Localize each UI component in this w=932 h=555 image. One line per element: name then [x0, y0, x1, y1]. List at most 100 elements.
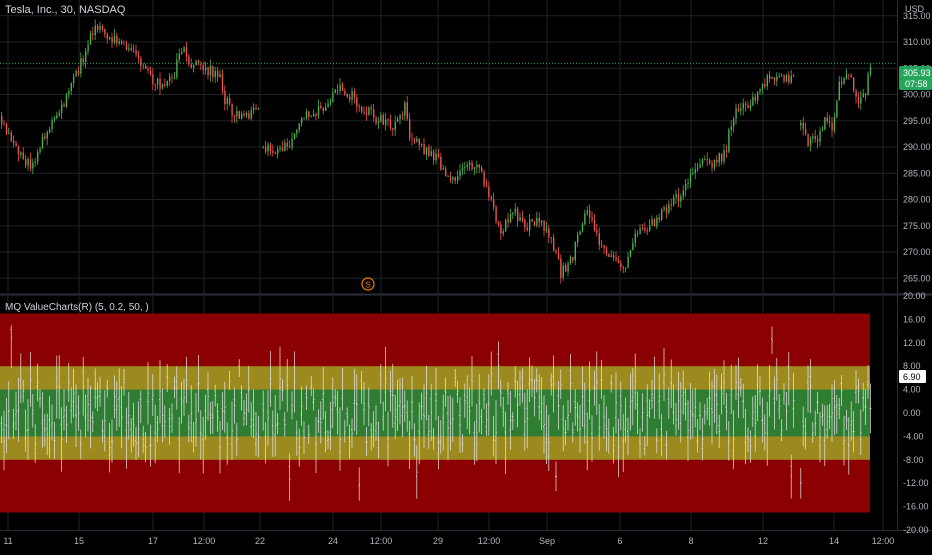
price-candle[interactable]: [759, 88, 761, 95]
value-bar[interactable]: [151, 374, 154, 417]
value-bar[interactable]: [567, 400, 569, 431]
value-bar[interactable]: [859, 409, 862, 455]
value-bar[interactable]: [691, 389, 694, 439]
value-bar[interactable]: [677, 371, 680, 430]
price-candle[interactable]: [447, 174, 449, 178]
value-bar[interactable]: [447, 395, 449, 461]
value-bar[interactable]: [658, 373, 661, 420]
price-candle[interactable]: [692, 167, 694, 176]
value-bar[interactable]: [699, 402, 701, 430]
value-bar[interactable]: [487, 374, 490, 436]
value-bar[interactable]: [89, 385, 92, 449]
value-bar[interactable]: [209, 401, 212, 435]
value-bar[interactable]: [831, 384, 833, 442]
value-bar[interactable]: [91, 411, 94, 433]
value-bar[interactable]: [785, 391, 788, 431]
value-bar[interactable]: [480, 409, 483, 435]
value-bar[interactable]: [816, 391, 819, 414]
price-candle[interactable]: [469, 160, 471, 172]
price-candle[interactable]: [77, 66, 80, 77]
value-bar[interactable]: [247, 365, 250, 413]
value-bar[interactable]: [811, 421, 814, 443]
value-bar[interactable]: [814, 410, 817, 437]
price-candle[interactable]: [579, 230, 581, 235]
value-bar[interactable]: [634, 353, 637, 410]
value-bar[interactable]: [547, 414, 550, 471]
price-candle[interactable]: [752, 92, 754, 107]
indicator-axis[interactable]: 20.00 16.00 12.00 8.00 4.00 0.00 -4.00 -8.00 -12…: [903, 291, 929, 535]
value-bar[interactable]: [291, 391, 293, 420]
price-candle[interactable]: [514, 203, 516, 217]
price-candle[interactable]: [622, 265, 624, 274]
price-candle[interactable]: [406, 95, 408, 121]
value-bar[interactable]: [850, 401, 853, 441]
value-bar[interactable]: [615, 372, 617, 434]
price-candle[interactable]: [526, 222, 528, 232]
price-candle[interactable]: [233, 114, 236, 123]
price-candle[interactable]: [25, 154, 27, 169]
price-candle[interactable]: [500, 220, 502, 241]
value-bar[interactable]: [10, 325, 13, 369]
value-bar[interactable]: [12, 408, 15, 439]
price-candle[interactable]: [776, 72, 778, 87]
price-candle[interactable]: [449, 171, 452, 183]
value-bar[interactable]: [823, 405, 826, 467]
value-bar[interactable]: [149, 424, 152, 467]
price-candle[interactable]: [27, 156, 29, 171]
price-candle[interactable]: [485, 179, 488, 188]
price-candle[interactable]: [704, 155, 706, 161]
price-candle[interactable]: [303, 117, 305, 120]
price-candle[interactable]: [243, 110, 245, 118]
value-bar[interactable]: [5, 397, 8, 454]
price-candle[interactable]: [356, 94, 358, 113]
price-candle[interactable]: [572, 256, 574, 264]
price-candle[interactable]: [365, 106, 368, 121]
value-bar[interactable]: [742, 383, 745, 419]
value-bar[interactable]: [300, 386, 303, 426]
value-bar[interactable]: [15, 391, 17, 431]
value-bar[interactable]: [687, 400, 689, 461]
value-bar[interactable]: [423, 384, 425, 448]
price-candle[interactable]: [397, 116, 399, 122]
price-candle[interactable]: [346, 92, 348, 99]
price-candle[interactable]: [70, 82, 72, 95]
value-bar[interactable]: [475, 404, 478, 462]
price-candle[interactable]: [200, 61, 202, 71]
price-candle[interactable]: [368, 106, 370, 116]
value-bar[interactable]: [855, 370, 857, 404]
value-bar[interactable]: [569, 354, 572, 413]
value-bar[interactable]: [689, 383, 692, 440]
value-bar[interactable]: [348, 424, 351, 459]
value-bar[interactable]: [219, 421, 221, 474]
price-candle[interactable]: [404, 100, 406, 121]
price-candle[interactable]: [231, 103, 233, 123]
price-candle[interactable]: [32, 158, 34, 175]
price-candle[interactable]: [680, 193, 682, 208]
price-candle[interactable]: [625, 267, 627, 273]
price-candle[interactable]: [202, 62, 204, 75]
value-bar[interactable]: [792, 372, 795, 428]
price-candle[interactable]: [41, 133, 44, 150]
value-bar[interactable]: [341, 367, 344, 411]
price-candle[interactable]: [389, 114, 392, 131]
price-candle[interactable]: [425, 146, 428, 161]
value-bar[interactable]: [48, 395, 51, 459]
price-candle[interactable]: [56, 111, 58, 120]
value-bar[interactable]: [490, 351, 493, 396]
price-candle[interactable]: [349, 94, 351, 103]
price-candle[interactable]: [161, 83, 164, 90]
price-candle[interactable]: [320, 101, 322, 110]
value-bar[interactable]: [257, 416, 260, 458]
price-candle[interactable]: [169, 73, 171, 86]
price-candle[interactable]: [658, 213, 660, 224]
value-bar[interactable]: [185, 356, 188, 404]
price-candle[interactable]: [836, 100, 838, 119]
price-candle[interactable]: [833, 112, 836, 134]
value-bar[interactable]: [192, 422, 195, 453]
price-candle[interactable]: [212, 65, 214, 82]
price-candle[interactable]: [577, 231, 579, 247]
price-candle[interactable]: [267, 142, 269, 156]
price-candle[interactable]: [111, 32, 113, 48]
price-candle[interactable]: [49, 126, 51, 134]
price-candle[interactable]: [617, 255, 620, 264]
